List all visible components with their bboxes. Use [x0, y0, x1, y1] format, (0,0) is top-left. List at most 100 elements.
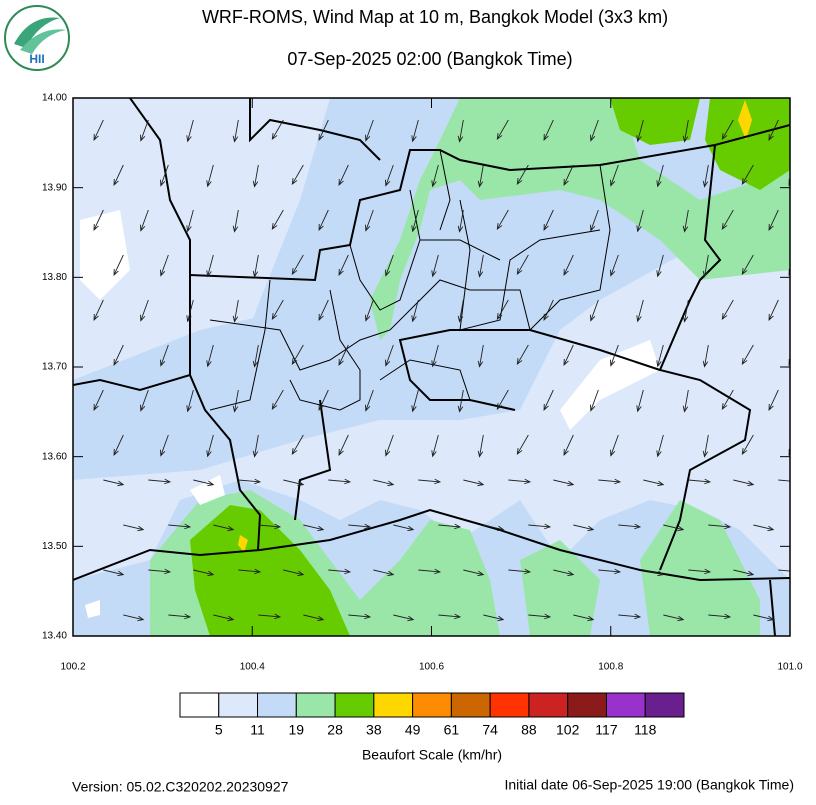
- wind-arrow: [338, 164, 349, 186]
- colorbar-label: 11: [250, 722, 265, 738]
- wind-arrow: [232, 209, 239, 233]
- wind-arrow: [610, 344, 619, 367]
- wind-arrow: [160, 344, 169, 367]
- version: Version: 05.02.C320202.20230927: [72, 779, 289, 795]
- colorbar-box: [373, 692, 414, 718]
- wind-zone: [360, 520, 500, 636]
- wind-arrow: [741, 254, 754, 276]
- wind-arrow: [291, 344, 304, 366]
- wind-arrow: [778, 479, 790, 482]
- wind-arrow: [373, 479, 395, 487]
- wind-arrow: [477, 434, 484, 458]
- wind-arrow: [610, 164, 619, 187]
- colorbar-box: [450, 692, 491, 718]
- wind-arrow: [643, 479, 665, 487]
- wind-arrow: [365, 119, 374, 142]
- wind-arrow: [411, 119, 419, 143]
- wind-arrow: [140, 299, 149, 322]
- wind-arrow: [516, 344, 529, 366]
- colorbar-label: 19: [289, 722, 305, 738]
- wind-arrow: [721, 389, 734, 411]
- wind-arrow: [741, 434, 754, 456]
- wind-arrow: [741, 344, 754, 366]
- wind-arrow: [303, 524, 325, 532]
- axes: 100.2 100.4 100.6 100.8 101.0 13.40 13.50 13.60…: [42, 93, 803, 673]
- colorbar-label: 118: [634, 722, 657, 738]
- wind-arrow: [598, 478, 622, 485]
- colorbar-box: [644, 692, 685, 718]
- wind-arrow: [516, 434, 529, 456]
- wind-arrow: [618, 613, 642, 620]
- wind-arrow: [636, 299, 644, 323]
- wind-arrow: [708, 523, 732, 530]
- wind-arrow: [303, 614, 325, 622]
- wind-arrow: [618, 523, 642, 530]
- wind-arrow: [411, 389, 419, 413]
- wind-arrow: [598, 568, 622, 575]
- wind-arrow: [682, 119, 689, 143]
- wind-arrow: [563, 254, 574, 276]
- wind-arrow: [563, 434, 574, 456]
- wind-arrow: [411, 299, 419, 323]
- colorbar-title: Beaufort Scale (km/hr): [362, 747, 502, 763]
- wind-arrow: [553, 569, 575, 577]
- wind-arrow: [252, 254, 259, 278]
- colorbar-box: [218, 692, 259, 718]
- wind-arrow: [753, 524, 775, 532]
- wind-arrow: [385, 344, 394, 367]
- wind-arrow: [702, 254, 709, 278]
- wind-arrow: [113, 434, 124, 456]
- wind-arrow: [431, 434, 439, 458]
- colorbar-label: 88: [521, 722, 537, 738]
- wind-arrow: [590, 119, 599, 142]
- colorbar-label: 117: [595, 722, 618, 738]
- wind-arrow: [721, 209, 734, 231]
- wind-arrow: [365, 209, 374, 232]
- colorbar-box: [528, 692, 569, 718]
- wind-arrow: [232, 389, 239, 413]
- wind-arrow: [338, 344, 349, 366]
- y-tick-label: 13.60: [42, 451, 67, 462]
- wind-arrow: [543, 209, 554, 231]
- wind-arrow: [563, 344, 574, 366]
- wind-zone: [705, 98, 790, 190]
- wind-arrow: [483, 614, 505, 622]
- wind-arrow: [148, 568, 172, 575]
- x-tick-label: 101.0: [777, 662, 802, 673]
- x-tick-label: 100.8: [598, 662, 623, 673]
- wind-arrow: [271, 119, 284, 141]
- wind-arrow: [140, 389, 149, 412]
- wind-arrow: [140, 209, 149, 232]
- wind-arrow: [365, 299, 374, 322]
- wind-arrow: [457, 209, 464, 233]
- wind-arrow: [186, 389, 194, 413]
- wind-zone: [80, 210, 130, 300]
- wind-arrow: [283, 569, 305, 577]
- wind-arrow: [563, 164, 574, 186]
- wind-arrow: [516, 254, 529, 276]
- wind-arrow: [338, 434, 349, 456]
- wind-arrow: [186, 119, 194, 143]
- wind-arrow: [160, 164, 169, 187]
- wind-arrow: [656, 434, 664, 458]
- wind-arrow: [318, 299, 329, 321]
- map-field: [73, 98, 790, 636]
- wind-zone: [238, 535, 248, 552]
- colorbar-box: [179, 692, 220, 718]
- wind-arrows: [93, 119, 790, 622]
- wind-arrow: [206, 344, 214, 368]
- district-boundaries: [209, 149, 611, 411]
- wind-arrow: [663, 524, 685, 532]
- wind-zone: [640, 500, 760, 636]
- wind-arrow: [457, 389, 464, 413]
- wind-arrow: [590, 389, 599, 412]
- wind-arrow: [318, 209, 329, 231]
- x-tick-label: 100.2: [60, 662, 85, 673]
- wind-arrow: [411, 209, 419, 233]
- wind-arrow: [160, 434, 169, 457]
- wind-arrow: [702, 434, 709, 458]
- wind-arrow: [788, 268, 790, 276]
- wind-arrow: [318, 389, 329, 411]
- wind-arrow: [271, 299, 284, 321]
- wind-arrow: [590, 209, 599, 232]
